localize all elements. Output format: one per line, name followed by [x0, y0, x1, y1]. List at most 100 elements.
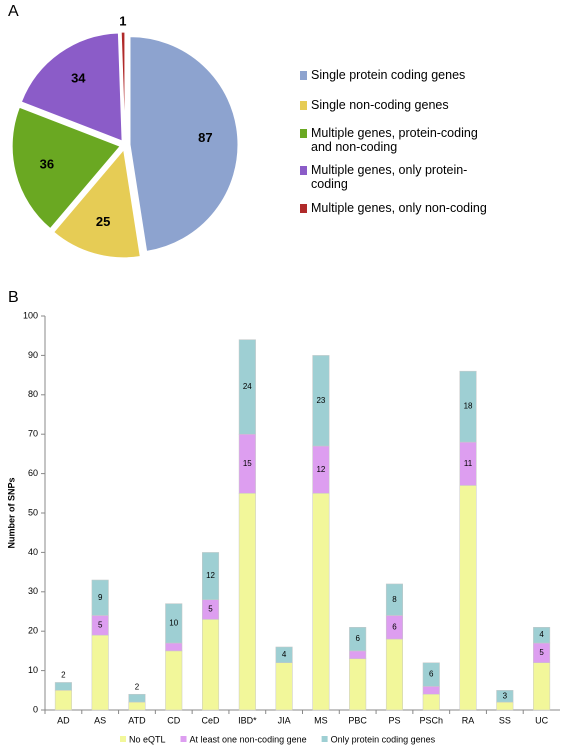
legend-label: Multiple genes, only non-coding [311, 201, 487, 215]
x-tick-label: RA [462, 715, 475, 725]
legend-label: Single non-coding genes [311, 98, 449, 112]
bar-segment [349, 658, 367, 711]
pie-slice [11, 106, 121, 230]
legend-swatch [300, 129, 307, 138]
bar-segment [202, 552, 220, 600]
bar-segment [165, 642, 183, 652]
x-tick-label: ATD [128, 715, 146, 725]
value-label: 18 [464, 402, 473, 411]
slice-label: 36 [40, 156, 54, 171]
x-tick-label: UC [535, 715, 548, 725]
bar-segment [275, 662, 293, 711]
legend-label: Single protein coding genes [311, 68, 466, 82]
panel-label: B [8, 289, 19, 306]
x-tick-label: CD [167, 715, 180, 725]
value-label: 6 [392, 622, 397, 631]
bar-segment [312, 355, 330, 447]
x-tick-label: IBD* [238, 715, 257, 725]
value-label: 23 [316, 396, 325, 405]
x-tick-label: JIA [278, 715, 291, 725]
legend-swatch [300, 71, 307, 80]
x-tick-label: CeD [202, 715, 221, 725]
slice-label: 1 [119, 13, 126, 28]
x-tick-label: PSCh [419, 715, 443, 725]
value-label: 6 [429, 670, 434, 679]
bar-segment [533, 662, 551, 711]
legend-item: Multiple genes, only protein-coding [300, 163, 490, 191]
bar-segment [91, 579, 109, 616]
y-tick-label: 10 [28, 665, 38, 675]
bar-segment [202, 619, 220, 711]
legend-label: Multiple genes, protein-coding and non-c… [311, 126, 478, 154]
value-label: 6 [355, 634, 360, 643]
value-label: 2 [135, 682, 140, 691]
value-label: 2 [61, 671, 66, 680]
y-tick-label: 50 [28, 507, 38, 517]
legend-swatch [300, 101, 307, 110]
bar-segment [238, 339, 256, 435]
y-axis-label: Number of SNPs [6, 477, 16, 548]
legend-swatch [300, 166, 307, 175]
x-tick-label: MS [314, 715, 328, 725]
value-label: 12 [206, 571, 215, 580]
y-tick-label: 100 [23, 310, 38, 320]
y-tick-label: 80 [28, 389, 38, 399]
bar-segment [91, 634, 109, 711]
legend-item: Multiple genes, protein-coding and non-c… [300, 126, 490, 154]
value-label: 8 [392, 595, 397, 604]
value-label: 15 [243, 459, 252, 468]
slice-label: 34 [71, 71, 86, 86]
legend-swatch [300, 204, 307, 213]
bar-segment [275, 646, 293, 663]
bar-segment [238, 493, 256, 711]
legend-swatch [321, 736, 328, 742]
legend-item: Single protein coding genes [300, 68, 490, 82]
y-tick-label: 70 [28, 429, 38, 439]
legend-swatch [120, 736, 126, 742]
value-label: 3 [503, 691, 508, 700]
pie-slice [129, 36, 239, 252]
pie-slice [20, 32, 123, 142]
y-tick-label: 90 [28, 350, 38, 360]
y-tick-label: 60 [28, 468, 38, 478]
legend-label: Only protein coding genes [331, 734, 436, 744]
x-tick-label: SS [499, 715, 511, 725]
x-tick-label: PS [388, 715, 400, 725]
legend-label: Multiple genes, only protein-coding [311, 163, 468, 191]
x-tick-label: PBC [348, 715, 367, 725]
bar-segment [385, 638, 403, 711]
bar-segment [496, 701, 514, 711]
bar-segment [533, 627, 551, 644]
x-tick-label: AD [57, 715, 70, 725]
y-tick-label: 40 [28, 547, 38, 557]
value-label: 24 [243, 382, 252, 391]
panel-label: A [8, 3, 19, 20]
bar-segment [349, 650, 367, 660]
legend-label: At least one non-coding gene [190, 734, 307, 744]
slice-label: 25 [96, 214, 110, 229]
bar-segment [128, 693, 146, 703]
bar-segment [165, 603, 183, 644]
bar-segment [385, 583, 403, 616]
bar-segment [128, 701, 146, 711]
bar-segment [165, 650, 183, 711]
legend-item: Multiple genes, only non-coding [300, 201, 490, 215]
bar-segment [349, 627, 367, 652]
bar-segment [422, 662, 440, 687]
pie-slice [53, 148, 141, 259]
value-label: 4 [282, 650, 287, 659]
legend-item: Single non-coding genes [300, 98, 490, 112]
legend-swatch [180, 736, 187, 742]
bar-segment [422, 693, 440, 711]
bar-segment [54, 682, 72, 691]
y-tick-label: 20 [28, 626, 38, 636]
bar-segment [496, 690, 514, 703]
value-label: 5 [98, 620, 103, 629]
bar-segment [312, 493, 330, 711]
bar-segment [422, 686, 440, 695]
value-label: 11 [464, 459, 473, 468]
value-label: 12 [316, 465, 325, 474]
y-tick-label: 0 [33, 704, 38, 714]
